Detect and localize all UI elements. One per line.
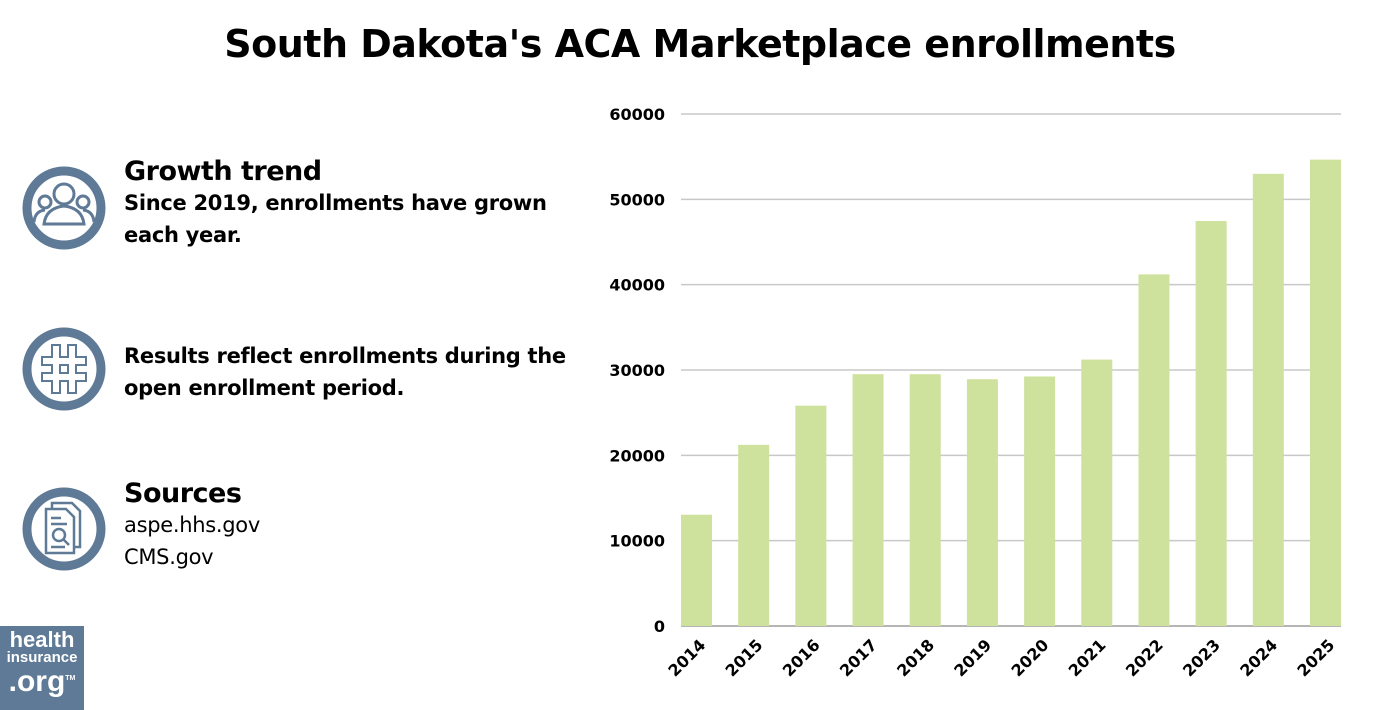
bar-2020 [1024,376,1056,626]
x-tick-label: 2021 [1065,635,1110,680]
bar-2023 [1195,221,1227,626]
info-heading: Growth trend [124,156,322,187]
bar-2017 [852,374,884,626]
x-tick-label: 2024 [1236,635,1281,680]
bar-2014 [681,514,712,626]
bar-2019 [966,379,998,626]
x-tick-label: 2022 [1122,635,1167,680]
x-tick-label: 2019 [950,635,995,680]
info-text: each year. [124,223,242,247]
source-link[interactable]: CMS.gov [124,545,214,569]
source-link[interactable]: aspe.hhs.gov [124,513,260,537]
page-title: South Dakota's ACA Marketplace enrollmen… [224,22,1176,66]
bar-2018 [909,374,941,626]
bar-2015 [738,444,770,626]
y-tick-label: 10000 [609,532,665,551]
y-tick-label: 0 [654,617,665,636]
x-tick-label: 2018 [893,635,938,680]
x-tick-label: 2014 [664,635,709,680]
info-text: Results reflect enrollments during the [124,344,566,368]
y-tick-label: 40000 [609,276,665,295]
bar-2025 [1310,159,1341,627]
x-tick-label: 2017 [836,635,881,680]
x-tick-label: 2025 [1293,635,1338,680]
y-tick-label: 20000 [609,446,665,465]
document-search-icon [22,487,106,571]
info-text: Since 2019, enrollments have grown [124,191,547,215]
bar-2016 [795,405,827,626]
bar-2022 [1138,274,1170,626]
logo: health insurance .orgTM [0,626,84,710]
x-tick-label: 2020 [1007,635,1052,680]
info-heading: Sources [124,478,242,509]
x-tick-label: 2015 [722,635,767,680]
info-text: open enrollment period. [124,376,405,400]
y-tick-label: 50000 [609,190,665,209]
y-tick-label: 30000 [609,361,665,380]
x-tick-label: 2023 [1179,635,1224,680]
y-tick-label: 60000 [609,105,665,124]
x-tick-label: 2016 [779,635,824,680]
bar-2021 [1081,359,1113,626]
hashtag-icon [22,327,106,411]
people-icon [22,166,106,250]
bar-2024 [1252,173,1284,626]
